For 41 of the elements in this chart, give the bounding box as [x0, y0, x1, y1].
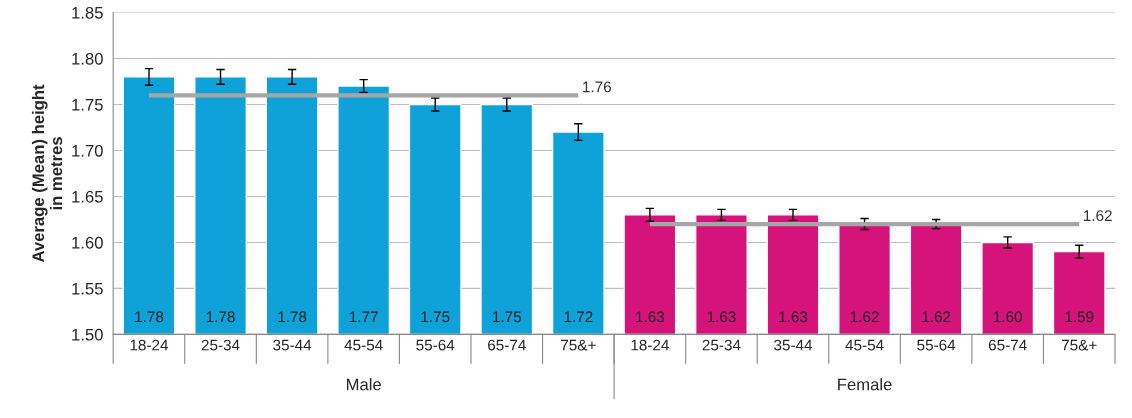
y-tick-label: 1.85: [72, 6, 103, 19]
data-label: 1.63: [707, 311, 736, 323]
y-tick-label: 1.70: [72, 144, 103, 157]
data-label: 1.63: [636, 311, 665, 323]
data-label: 1.59: [1065, 311, 1094, 323]
x-tick-label: 75&+: [1061, 339, 1097, 351]
data-label: 1.75: [493, 311, 521, 323]
data-label: 1.78: [278, 311, 307, 323]
y-tick-label: 1.55: [72, 282, 103, 295]
x-tick-label: 35-44: [774, 339, 813, 351]
data-label: 1.62: [850, 311, 879, 323]
x-tick-label: 25-34: [201, 339, 240, 351]
x-tick-label: 55-64: [917, 339, 956, 351]
x-tick-label: 45-54: [344, 339, 383, 351]
x-tick-label: 55-64: [416, 339, 455, 351]
x-tick-label: 25-34: [702, 339, 741, 351]
x-tick-label: 65-74: [988, 339, 1027, 351]
y-tick-label: 1.75: [72, 99, 103, 111]
data-label: 1.62: [922, 311, 951, 323]
x-tick-label: 35-44: [273, 339, 312, 351]
data-label: 1.75: [421, 311, 450, 323]
y-tick-label: 1.80: [72, 52, 103, 65]
x-tick-label: 75&+: [561, 339, 596, 351]
data-label: 1.77: [349, 311, 378, 323]
y-axis-title: Average (Mean) height in metres: [31, 84, 63, 263]
data-label: 1.78: [206, 311, 235, 323]
data-label: 1.76: [583, 81, 611, 93]
data-label: 1.72: [564, 311, 593, 323]
y-tick-label: 1.65: [72, 190, 103, 203]
x-tick-label: 65-74: [488, 339, 526, 351]
text: Female: [838, 378, 892, 391]
text: Male: [346, 378, 381, 391]
x-tick-label: 18-24: [631, 339, 669, 351]
data-label: 1.60: [993, 311, 1022, 323]
y-tick-label: 1.60: [72, 236, 103, 249]
x-tick-label: 18-24: [130, 339, 169, 351]
x-tick-label: 45-54: [845, 339, 884, 351]
data-label: 1.78: [135, 311, 164, 323]
y-tick-label: 1.50: [72, 328, 103, 341]
data-label: 1.62: [1083, 210, 1112, 222]
data-label: 1.63: [779, 311, 808, 323]
